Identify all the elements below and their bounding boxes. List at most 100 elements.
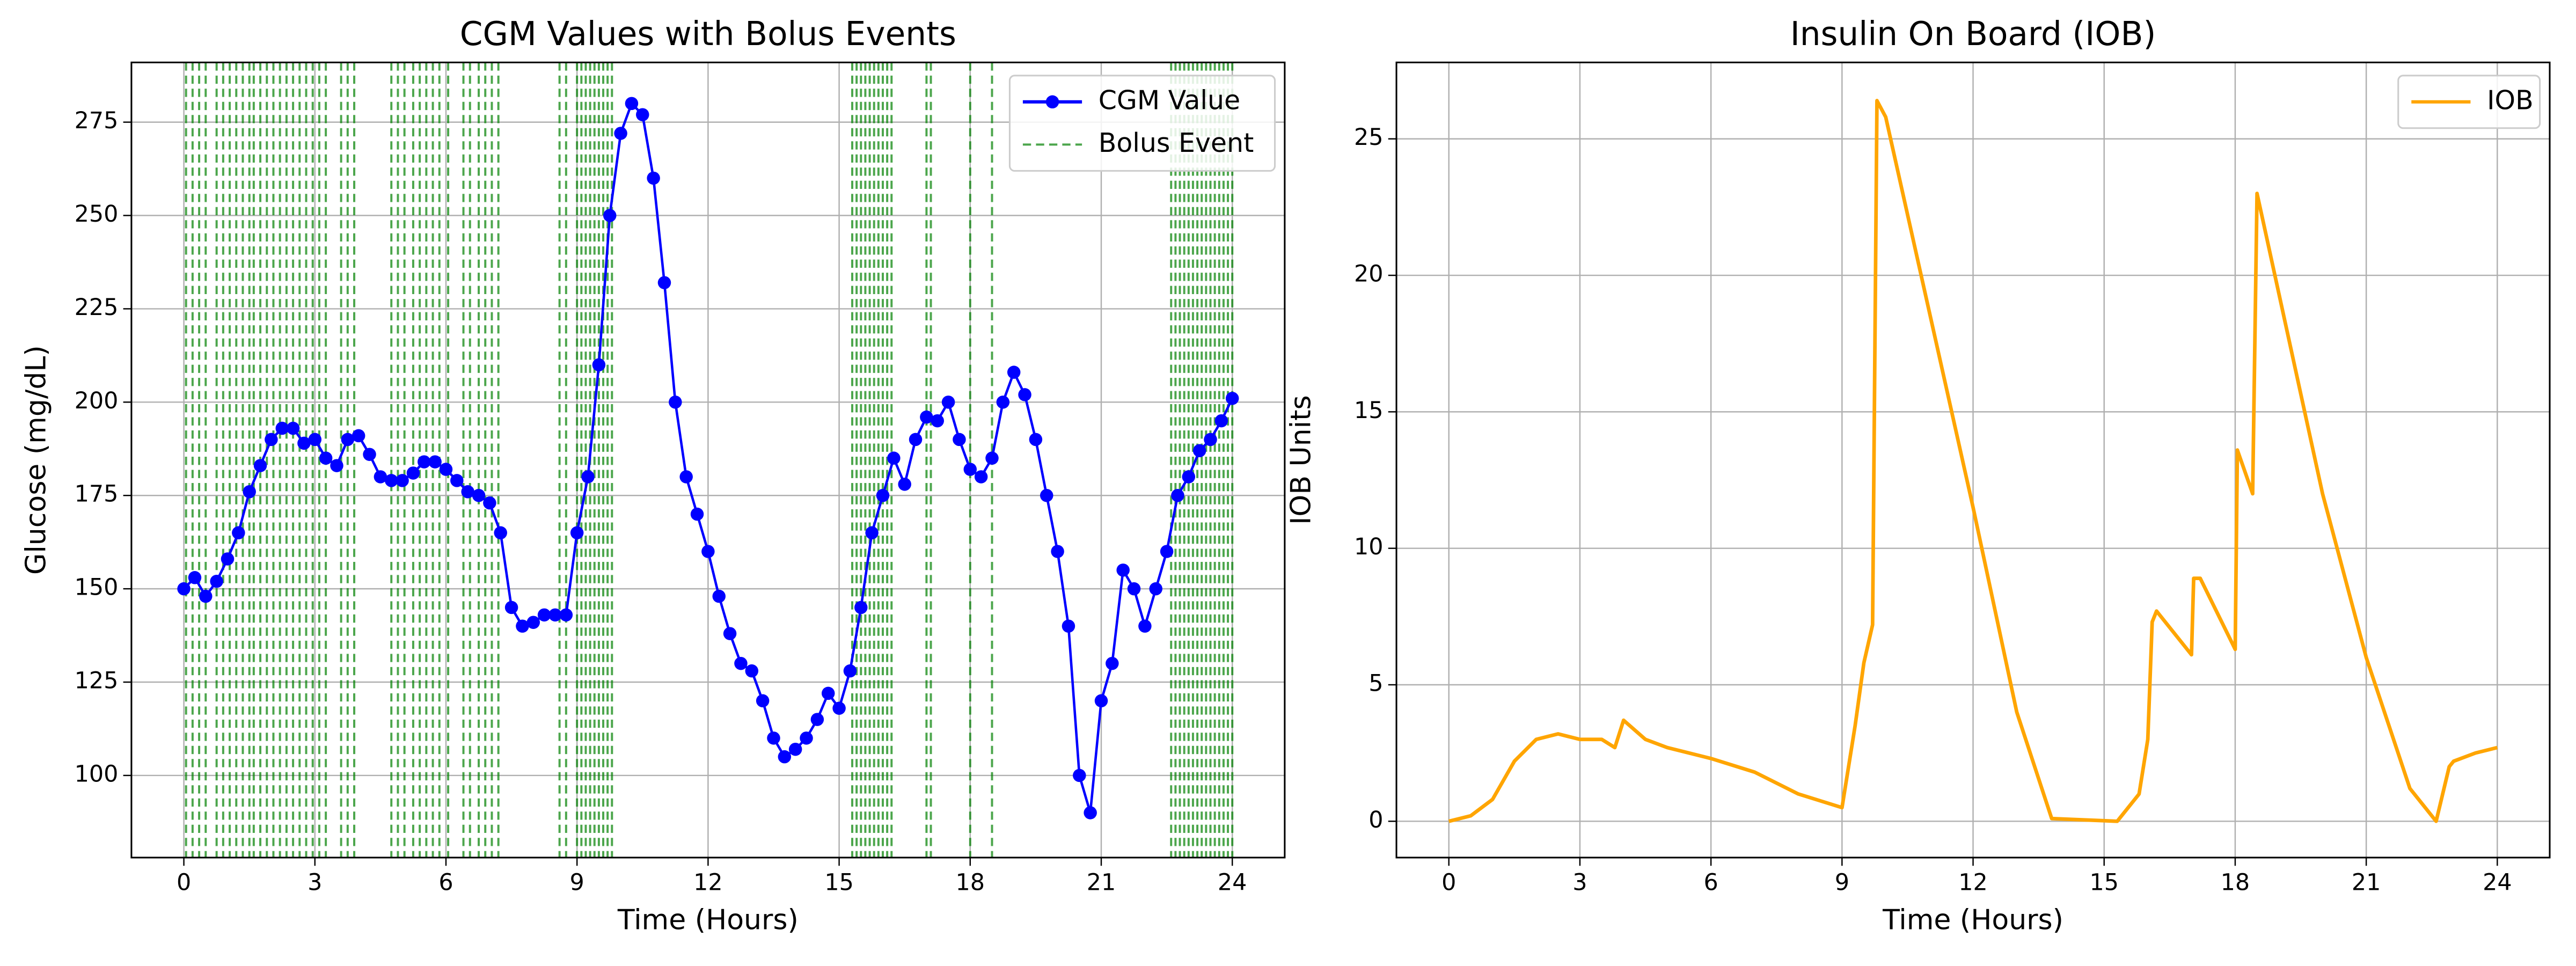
data-point xyxy=(516,619,529,633)
data-point xyxy=(985,451,999,465)
x-tick-label: 0 xyxy=(1441,869,1456,896)
legend-box xyxy=(1008,75,1276,172)
x-axis-label: Time (Hours) xyxy=(1882,904,2063,936)
data-point xyxy=(341,433,355,447)
data-point xyxy=(494,526,507,540)
plot-area xyxy=(177,62,1239,858)
data-point xyxy=(1149,582,1162,596)
data-point xyxy=(406,466,420,480)
x-tick-label: 9 xyxy=(570,869,584,896)
data-point xyxy=(1040,488,1053,502)
data-point xyxy=(974,470,988,484)
data-point xyxy=(483,496,496,510)
data-point xyxy=(788,742,802,756)
data-point xyxy=(418,455,431,469)
data-point xyxy=(909,433,923,447)
legend-label: IOB xyxy=(2487,85,2534,115)
y-tick-label: 10 xyxy=(1354,533,1384,560)
data-line xyxy=(1448,99,2498,823)
data-point xyxy=(177,582,191,596)
data-point xyxy=(439,463,453,476)
data-point xyxy=(756,694,770,708)
axes-frame xyxy=(1395,61,2551,859)
data-point xyxy=(188,571,202,584)
x-tick-label: 15 xyxy=(824,869,854,896)
chart-title: Insulin On Board (IOB) xyxy=(1790,15,2156,53)
data-point xyxy=(297,436,311,450)
data-point xyxy=(712,589,726,603)
data-point xyxy=(1007,365,1021,379)
data-point xyxy=(559,608,573,622)
data-point xyxy=(275,421,289,435)
y-tick-label: 200 xyxy=(75,387,119,414)
data-point xyxy=(887,451,901,465)
data-point xyxy=(843,664,857,678)
x-tick-label: 6 xyxy=(1703,869,1718,896)
y-axis-label: IOB Units xyxy=(1285,395,1318,525)
x-tick-label: 18 xyxy=(2221,869,2250,896)
x-tick-label: 12 xyxy=(693,869,723,896)
data-point xyxy=(1084,806,1097,819)
y-tick-label: 25 xyxy=(1354,124,1384,151)
data-point xyxy=(778,750,792,764)
axes-frame xyxy=(130,61,1286,859)
data-point xyxy=(920,410,933,424)
chart-title: CGM Values with Bolus Events xyxy=(460,15,956,53)
legend: IOB xyxy=(2397,75,2541,129)
data-point xyxy=(1204,433,1217,447)
data-point xyxy=(679,470,693,484)
data-point xyxy=(723,627,737,640)
data-point xyxy=(1138,619,1152,633)
data-point xyxy=(876,488,890,502)
data-point xyxy=(810,713,824,726)
y-tick-label: 15 xyxy=(1354,397,1384,424)
y-tick-label: 0 xyxy=(1368,807,1383,833)
data-point xyxy=(636,108,649,121)
y-axis-label: Glucose (mg/dL) xyxy=(20,345,52,575)
data-point xyxy=(1160,545,1174,558)
x-axis-label: Time (Hours) xyxy=(617,904,799,936)
subplot: Insulin On Board (IOB) Time (Hours) IOB Un… xyxy=(1285,15,2551,936)
data-point xyxy=(865,526,879,540)
data-point xyxy=(1116,564,1130,577)
data-point xyxy=(931,414,944,428)
x-tick-label: 12 xyxy=(1958,869,1988,896)
y-tick-label: 125 xyxy=(75,668,119,694)
data-point xyxy=(232,526,245,540)
data-point xyxy=(352,429,365,443)
y-tick-label: 250 xyxy=(75,201,119,228)
data-point xyxy=(428,455,442,469)
data-point xyxy=(854,601,868,614)
x-tick-label: 0 xyxy=(177,869,191,896)
x-tick-label: 24 xyxy=(1218,869,1247,896)
data-point xyxy=(603,209,617,222)
data-point xyxy=(221,552,235,566)
data-point xyxy=(330,459,343,472)
data-point xyxy=(243,485,256,499)
x-tick-label: 24 xyxy=(2483,869,2512,896)
subplot: CGM Values with Bolus Events Time (Hours)… xyxy=(20,15,1286,936)
data-point xyxy=(1171,488,1184,502)
data-point xyxy=(253,459,267,472)
data-point xyxy=(592,358,606,372)
data-point xyxy=(941,396,955,409)
data-point xyxy=(898,478,911,491)
legend-label: Bolus Event xyxy=(1099,128,1254,158)
y-tick-label: 5 xyxy=(1368,670,1383,697)
data-point xyxy=(1062,619,1075,633)
data-point xyxy=(472,488,486,502)
data-point xyxy=(1214,414,1228,428)
data-point xyxy=(374,470,387,484)
data-point xyxy=(821,686,835,700)
data-point xyxy=(1029,433,1043,447)
data-point xyxy=(199,589,213,603)
data-point xyxy=(767,731,780,745)
data-point xyxy=(570,526,584,540)
y-tick-label: 20 xyxy=(1354,261,1384,288)
data-point xyxy=(581,470,595,484)
data-point xyxy=(657,276,671,289)
data-point xyxy=(450,474,464,487)
data-point xyxy=(504,601,518,614)
data-point xyxy=(319,451,333,465)
